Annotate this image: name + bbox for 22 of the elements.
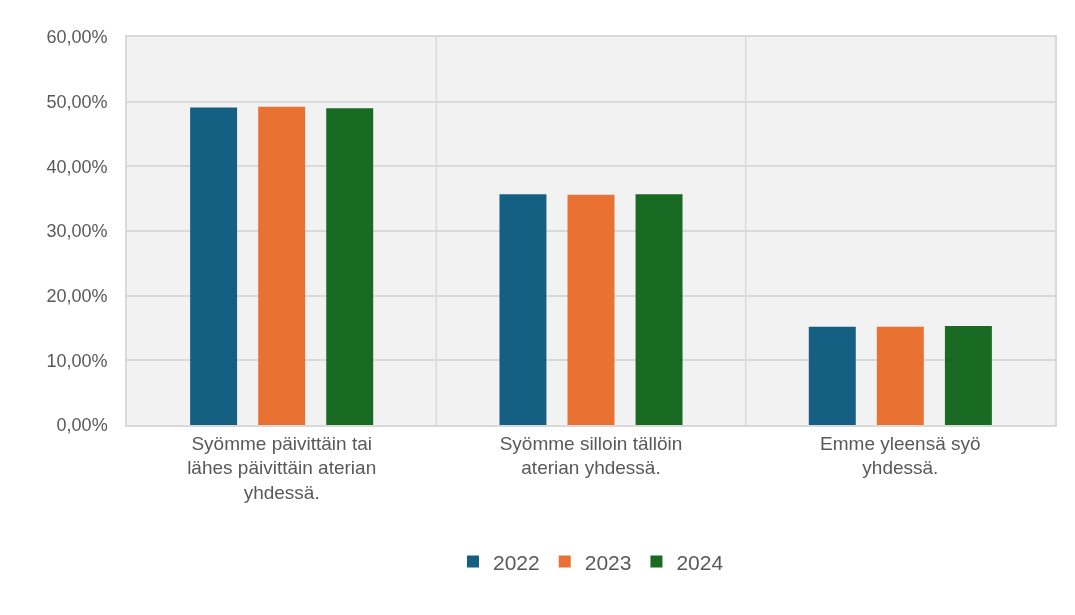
bar bbox=[808, 326, 856, 425]
legend-label: 2022 bbox=[493, 550, 540, 574]
y-tick-label: 10,00% bbox=[46, 350, 108, 371]
bar bbox=[326, 108, 374, 425]
y-tick-label: 30,00% bbox=[46, 221, 108, 242]
x-tick-label: Syömme silloin tällöin aterian yhdessä. bbox=[499, 432, 683, 479]
x-tick-label: Syömme päivittäin tai lähes päivittäin aterian yhdessä. bbox=[187, 432, 377, 503]
x-tick-label: Emme yleensä syö yhdessä. bbox=[820, 432, 981, 479]
bar bbox=[635, 194, 683, 425]
y-tick-label: 40,00% bbox=[46, 156, 108, 177]
bar bbox=[944, 326, 992, 425]
bar bbox=[258, 106, 306, 425]
y-tick-label: 0,00% bbox=[56, 415, 108, 436]
y-tick-label: 20,00% bbox=[46, 285, 108, 306]
bar bbox=[499, 194, 547, 425]
y-tick-label: 50,00% bbox=[46, 91, 108, 112]
bar bbox=[567, 194, 615, 425]
legend-label: 2024 bbox=[676, 550, 724, 574]
legend-label: 2023 bbox=[584, 550, 632, 574]
y-tick-label: 60,00% bbox=[46, 27, 108, 48]
bar bbox=[876, 326, 924, 425]
bar bbox=[190, 107, 238, 425]
